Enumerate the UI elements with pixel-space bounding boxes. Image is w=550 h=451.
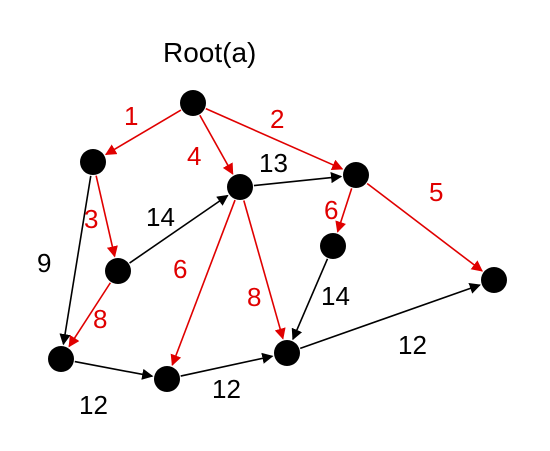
node-n4 bbox=[227, 174, 253, 200]
edge-label-n5-n9: 5 bbox=[429, 177, 443, 207]
node-n8 bbox=[274, 340, 300, 366]
edge-n2-n7 bbox=[74, 360, 154, 380]
edge-label-n4-n7: 6 bbox=[173, 254, 187, 284]
node-root bbox=[180, 90, 206, 116]
edge-label-n2-n7: 12 bbox=[79, 390, 108, 420]
edge-label-n1-n3: 3 bbox=[84, 204, 98, 234]
edge-label-n6-n8: 14 bbox=[321, 281, 350, 311]
node-n9 bbox=[481, 267, 507, 293]
edge-n6-n8 bbox=[291, 258, 329, 341]
edge-root-n4 bbox=[199, 114, 234, 175]
edge-root-n5 bbox=[205, 107, 344, 170]
edge-n5-n6 bbox=[335, 188, 353, 233]
node-n2 bbox=[48, 346, 74, 372]
edge-n1-n2 bbox=[59, 175, 92, 346]
diagram-title: Root(a) bbox=[163, 37, 256, 68]
edge-label-n5-n6: 6 bbox=[324, 195, 338, 225]
edge-label-n1-n2: 9 bbox=[37, 248, 51, 278]
edge-n4-n5 bbox=[253, 172, 343, 187]
edge-label-n4-n8: 8 bbox=[247, 282, 261, 312]
edge-n4-n8 bbox=[243, 200, 286, 340]
edge-label-n3-n4: 14 bbox=[146, 202, 175, 232]
edge-n5-n9 bbox=[366, 182, 483, 272]
edge-n4-n7 bbox=[170, 199, 236, 367]
node-n7 bbox=[154, 366, 180, 392]
edge-n1-n3 bbox=[95, 175, 118, 258]
edge-label-n7-n8: 12 bbox=[212, 374, 241, 404]
edge-n7-n8 bbox=[180, 352, 274, 377]
edge-label-n3-n2: 8 bbox=[93, 304, 107, 334]
edge-label-n4-n5: 13 bbox=[259, 148, 288, 178]
edge-root-n1 bbox=[104, 109, 182, 156]
edge-label-root-n5: 2 bbox=[270, 104, 284, 134]
edge-label-root-n4: 4 bbox=[187, 141, 201, 171]
edge-n3-n4 bbox=[129, 194, 229, 264]
node-n3 bbox=[105, 258, 131, 284]
edge-n3-n2 bbox=[68, 282, 112, 348]
edge-label-root-n1: 1 bbox=[124, 101, 138, 131]
edges-layer bbox=[59, 107, 483, 380]
edge-n8-n9 bbox=[299, 283, 481, 350]
node-n6 bbox=[320, 233, 346, 259]
edge-label-n8-n9: 12 bbox=[398, 330, 427, 360]
node-n5 bbox=[343, 162, 369, 188]
nodes-layer bbox=[48, 90, 507, 392]
node-n1 bbox=[80, 149, 106, 175]
